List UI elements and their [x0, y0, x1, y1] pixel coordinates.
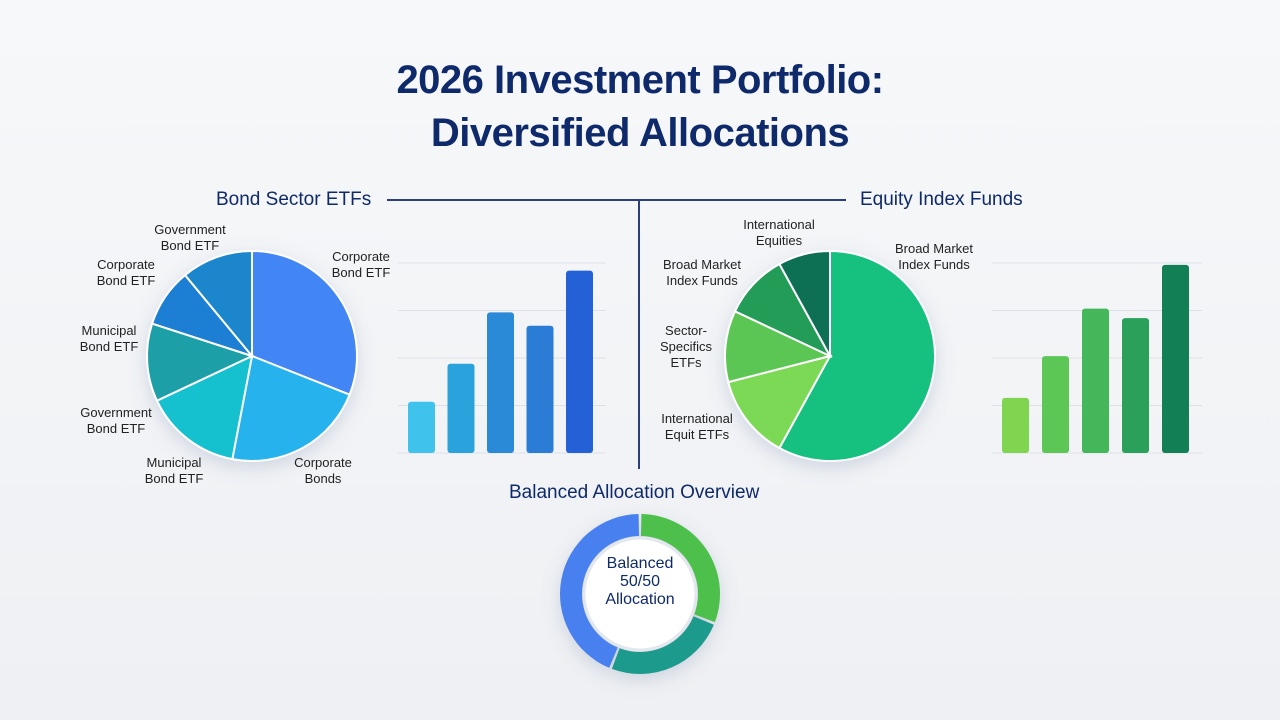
equity-pie-label-1: International Equities [743, 217, 815, 248]
donut-segment-2 [611, 616, 714, 674]
bond-bar-2 [447, 363, 475, 453]
bond-pie-label-3: Corporate Bond ETF [331, 249, 391, 280]
bond-bar-4 [526, 325, 554, 453]
bond-pie-slice-3 [155, 354, 254, 461]
bond-bar-1 [408, 401, 435, 453]
bond-pie-slice-4 [146, 322, 255, 403]
equity-bar-chart [1002, 264, 1189, 453]
bond-pie-label-7: Corporate Bonds [294, 455, 352, 486]
center-divider [638, 199, 640, 469]
bond-bar-chart [408, 270, 593, 453]
equity-pie-label-4: Sector- Specifics ETFs [659, 323, 713, 370]
equity-pie-slice-3 [724, 309, 833, 384]
equity-bar-5 [1162, 264, 1189, 453]
bond-pie-label-2: Corporate Bond ETF [96, 257, 156, 288]
bond-pie-label-1: Government Bond ETF [154, 222, 226, 253]
bond-pie-slice-1 [251, 249, 358, 396]
equity-bar-4 [1122, 318, 1149, 453]
overview-title: Balanced Allocation Overview [509, 482, 760, 503]
donut-segment-3 [560, 514, 639, 668]
equity-pie-label-3: Broad Market Index Funds [894, 241, 974, 272]
equity-pie-chart [724, 249, 936, 462]
equity-bar-3 [1082, 308, 1109, 453]
overview-donut-chart [560, 514, 720, 674]
equity-pie-slice-5 [778, 249, 831, 357]
bond-pie-label-6: Municipal Bond ETF [144, 455, 204, 486]
equity-pie-slice-1 [778, 249, 936, 462]
bond-bar-5 [566, 270, 593, 453]
equity-section-title: Equity Index Funds [860, 189, 1023, 210]
equity-pie-slice-2 [727, 354, 832, 450]
donut-center-label: Balanced 50/50 Allocation [605, 555, 675, 608]
title-line-1: 2026 Investment Portfolio: [396, 58, 884, 102]
equity-bar-1 [1002, 397, 1029, 453]
page-title: 2026 Investment Portfolio: Diversified A… [0, 54, 1280, 160]
equity-pie-label-2: Broad Market Index Funds [662, 257, 742, 288]
bond-pie-label-5: Government Bond ETF [80, 405, 152, 436]
bond-section-title: Bond Sector ETFs [216, 189, 372, 210]
bond-pie-slice-6 [183, 249, 253, 359]
bond-bar-3 [487, 312, 514, 453]
title-line-2: Diversified Allocations [430, 111, 850, 155]
equity-bar-2 [1042, 356, 1069, 453]
header-divider [387, 199, 846, 201]
bond-pie-slice-2 [231, 354, 351, 462]
equity-pie-label-5: International Equit ETFs [661, 411, 733, 442]
donut-segment-1 [641, 514, 720, 623]
bond-pie-chart [146, 249, 358, 462]
bond-pie-label-4: Municipal Bond ETF [79, 323, 139, 354]
donut-center-disc [582, 536, 698, 652]
